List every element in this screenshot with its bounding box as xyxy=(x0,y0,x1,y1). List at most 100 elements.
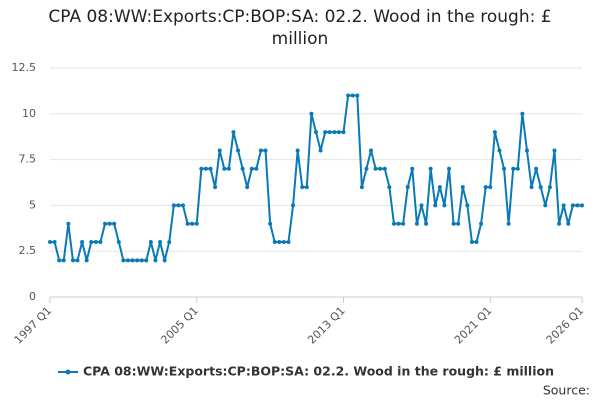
point xyxy=(433,203,438,208)
point xyxy=(515,166,520,171)
point xyxy=(309,111,314,116)
point xyxy=(428,166,433,171)
point xyxy=(75,258,80,263)
point xyxy=(98,240,103,245)
point xyxy=(469,240,474,245)
point xyxy=(369,148,374,153)
point xyxy=(580,203,584,208)
point xyxy=(520,111,525,116)
point xyxy=(327,130,332,135)
point xyxy=(437,185,442,190)
legend-marker xyxy=(65,369,71,375)
point xyxy=(57,258,62,263)
point xyxy=(291,203,296,208)
point xyxy=(456,221,461,226)
point xyxy=(524,148,529,153)
point xyxy=(488,185,493,190)
point xyxy=(318,148,323,153)
point xyxy=(203,166,208,171)
point xyxy=(479,221,484,226)
point xyxy=(236,148,241,153)
x-tick-label: 2021 Q1 xyxy=(452,304,495,347)
point xyxy=(93,240,98,245)
point xyxy=(167,240,172,245)
point xyxy=(176,203,181,208)
point xyxy=(231,130,236,135)
x-tick-label: 2026 Q1 xyxy=(544,304,587,347)
point xyxy=(401,221,406,226)
point xyxy=(158,240,163,245)
point xyxy=(561,203,566,208)
point xyxy=(190,221,195,226)
point xyxy=(162,258,167,263)
point xyxy=(281,240,286,245)
point xyxy=(391,221,396,226)
point xyxy=(460,185,465,190)
point xyxy=(314,130,318,135)
point xyxy=(61,258,66,263)
point xyxy=(359,185,364,190)
point xyxy=(350,93,355,98)
point xyxy=(103,221,108,226)
x-tick-label: 2005 Q1 xyxy=(158,304,201,347)
point xyxy=(286,240,291,245)
point xyxy=(249,166,254,171)
point xyxy=(254,166,259,171)
point xyxy=(226,166,231,171)
point xyxy=(451,221,456,226)
point xyxy=(222,166,227,171)
point xyxy=(300,185,305,190)
point xyxy=(48,240,52,245)
point xyxy=(171,203,176,208)
point xyxy=(410,166,415,171)
point xyxy=(148,240,153,245)
point xyxy=(130,258,135,263)
point xyxy=(511,166,516,171)
point xyxy=(552,148,557,153)
point xyxy=(570,203,575,208)
point xyxy=(447,166,451,171)
y-tick-label: 7.5 xyxy=(19,153,37,166)
point xyxy=(497,148,502,153)
point xyxy=(442,203,447,208)
point xyxy=(84,258,89,263)
point xyxy=(364,166,369,171)
point xyxy=(213,185,218,190)
point xyxy=(185,221,190,226)
point xyxy=(70,258,75,263)
line xyxy=(50,94,582,262)
point xyxy=(465,203,470,208)
point xyxy=(355,93,360,98)
point xyxy=(341,130,346,135)
point xyxy=(336,130,341,135)
y-tick-label: 2.5 xyxy=(19,244,37,257)
point xyxy=(199,166,204,171)
point xyxy=(332,130,337,135)
point xyxy=(396,221,401,226)
point xyxy=(506,221,511,226)
point xyxy=(181,203,185,208)
point xyxy=(502,166,507,171)
point xyxy=(153,258,158,263)
point xyxy=(547,185,552,190)
y-tick-label: 5 xyxy=(29,198,36,211)
chart-title: CPA 08:WW:Exports:CP:BOP:SA: 02.2. Wood … xyxy=(48,7,552,49)
point xyxy=(66,221,71,226)
point xyxy=(80,240,85,245)
point xyxy=(144,258,149,263)
point xyxy=(245,185,250,190)
point xyxy=(263,148,268,153)
point xyxy=(483,185,488,190)
legend-label: CPA 08:WW:Exports:CP:BOP:SA: 02.2. Wood … xyxy=(83,364,554,379)
point xyxy=(272,240,277,245)
x-tick-label: 1997 Q1 xyxy=(12,304,55,347)
x-tick-label: 2013 Q1 xyxy=(305,304,348,347)
point xyxy=(543,203,548,208)
point xyxy=(387,185,392,190)
point xyxy=(139,258,144,263)
point xyxy=(474,240,479,245)
point xyxy=(240,166,245,171)
point xyxy=(208,166,213,171)
point xyxy=(534,166,539,171)
